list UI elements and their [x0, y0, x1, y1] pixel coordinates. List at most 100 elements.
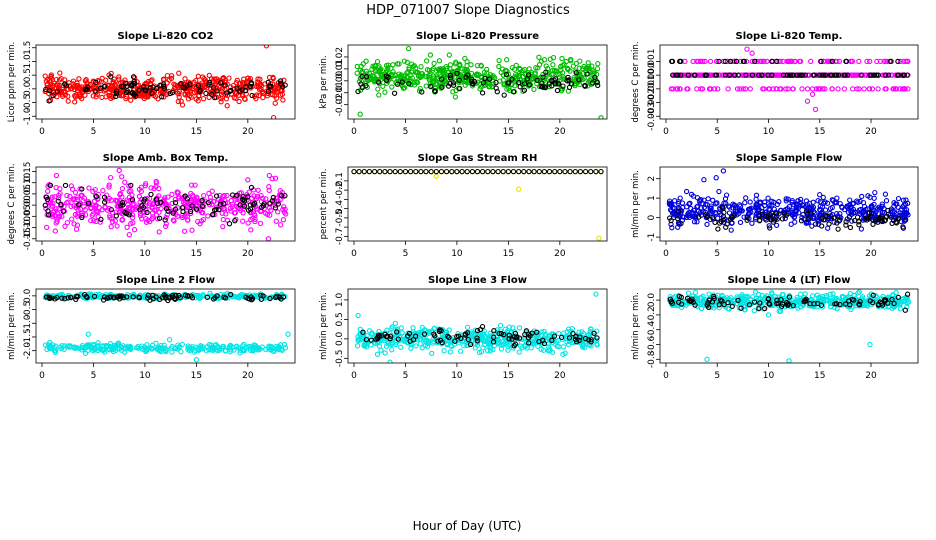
x-tick-label: 10	[763, 371, 775, 381]
data-point	[478, 348, 485, 355]
data-point	[161, 85, 168, 92]
data-point	[410, 63, 416, 70]
data-point	[56, 77, 63, 83]
data-point	[432, 88, 438, 94]
data-point	[131, 201, 137, 207]
data-point	[796, 58, 803, 65]
data-point	[60, 208, 66, 214]
data-point	[694, 204, 700, 210]
data-point	[414, 330, 420, 336]
data-point	[446, 334, 452, 341]
data-point	[72, 99, 78, 105]
data-point	[450, 82, 457, 88]
data-point	[199, 209, 205, 216]
data-point	[773, 210, 779, 217]
x-tick-label: 10	[451, 249, 463, 259]
y-tick-label: -1.5	[23, 328, 33, 346]
data-point	[42, 73, 48, 79]
data-point	[554, 68, 560, 75]
data-point	[70, 196, 76, 202]
data-point	[357, 67, 363, 73]
data-point	[697, 295, 704, 301]
data-point	[891, 203, 897, 209]
data-point	[706, 291, 712, 297]
data-point	[783, 196, 789, 202]
data-point	[195, 218, 201, 225]
data-point	[77, 84, 83, 90]
data-point	[361, 168, 367, 175]
data-point	[112, 218, 118, 224]
data-point	[759, 211, 765, 218]
data-point	[123, 80, 129, 86]
data-point	[564, 339, 570, 345]
data-point	[790, 86, 796, 92]
data-point	[382, 168, 388, 175]
data-point	[552, 81, 559, 87]
x-tick-label: 20	[865, 249, 877, 259]
data-point	[598, 168, 604, 175]
data-point	[674, 86, 680, 92]
data-point	[384, 80, 390, 86]
data-point	[143, 346, 150, 352]
data-point	[905, 212, 911, 218]
data-point	[573, 60, 579, 67]
data-point	[675, 200, 681, 207]
data-point	[515, 73, 522, 79]
data-point	[773, 222, 780, 228]
data-point	[549, 337, 555, 343]
data-point	[719, 204, 726, 210]
data-point	[144, 81, 150, 87]
data-point	[712, 219, 718, 226]
data-point	[194, 199, 200, 206]
data-point	[812, 221, 819, 227]
data-point	[452, 94, 459, 100]
data-point	[214, 88, 220, 94]
data-point	[91, 218, 97, 224]
data-point	[277, 78, 284, 84]
data-point	[58, 345, 65, 352]
data-point	[832, 199, 838, 205]
data-point	[742, 200, 748, 206]
data-point	[427, 52, 434, 58]
data-point	[756, 305, 762, 312]
data-point	[240, 196, 246, 202]
data-point	[153, 85, 160, 92]
data-point	[797, 196, 804, 203]
data-point	[187, 208, 194, 215]
data-point	[779, 292, 785, 298]
data-point	[725, 299, 731, 306]
data-point	[221, 201, 227, 207]
data-point	[565, 74, 571, 81]
data-point	[524, 345, 530, 351]
x-tick-label: 10	[451, 127, 463, 137]
data-point	[265, 88, 272, 95]
x-tick-label: 15	[814, 127, 825, 137]
data-point	[860, 209, 866, 216]
data-point	[185, 205, 191, 211]
data-point	[457, 63, 463, 69]
y-tick-label: 0.00	[23, 195, 33, 215]
data-point	[145, 70, 152, 76]
data-point	[388, 71, 395, 78]
y-tick-label: -0.6	[647, 335, 657, 353]
data-point	[743, 58, 750, 65]
data-point	[192, 182, 198, 188]
data-point	[138, 188, 144, 195]
data-point	[846, 214, 853, 220]
data-point	[57, 70, 63, 76]
data-point	[871, 201, 877, 208]
data-point	[882, 218, 888, 224]
data-point	[237, 88, 243, 95]
x-tick-label: 15	[503, 127, 514, 137]
x-axis-label: Hour of Day (UTC)	[413, 519, 522, 533]
data-point	[677, 195, 683, 201]
data-point	[541, 328, 547, 335]
y-tick-label: 0.001	[647, 49, 657, 75]
data-point	[93, 193, 100, 200]
data-point	[692, 289, 699, 296]
data-point	[766, 223, 772, 229]
data-point	[61, 88, 67, 95]
data-point	[391, 90, 398, 96]
data-point	[188, 182, 195, 188]
